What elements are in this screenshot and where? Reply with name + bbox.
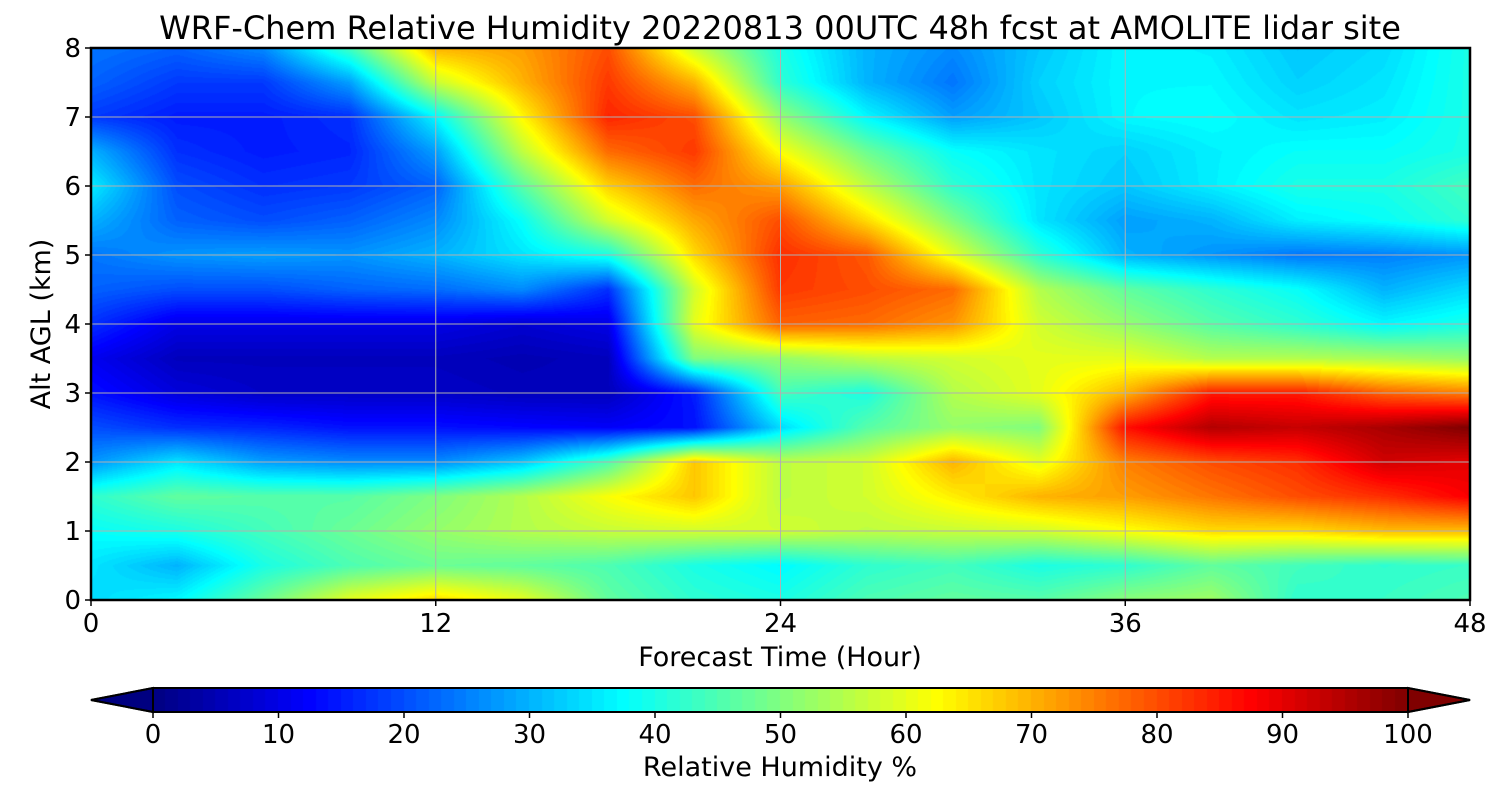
- chart-title: WRF-Chem Relative Humidity 20220813 00UT…: [159, 9, 1401, 47]
- y-tick-label: 2: [64, 448, 81, 478]
- x-tick-label: 48: [1453, 609, 1486, 639]
- colorbar-extend-low: [90, 686, 154, 714]
- colorbar-tick-label: 20: [387, 720, 420, 750]
- y-tick-label: 6: [64, 172, 81, 202]
- y-tick-label: 1: [64, 517, 81, 547]
- colorbar-tick-label: 70: [1015, 720, 1048, 750]
- grid-lines: [91, 48, 1470, 600]
- x-tick-label: 0: [83, 609, 100, 639]
- colorbar-tick-label: 80: [1140, 720, 1173, 750]
- y-tick-label: 5: [64, 241, 81, 271]
- colorbar-gradient: [153, 688, 1408, 712]
- x-tick-label: 24: [764, 609, 797, 639]
- colorbar-tick-label: 0: [145, 720, 162, 750]
- y-tick-label: 7: [64, 103, 81, 133]
- colorbar-tick-label: 60: [889, 720, 922, 750]
- y-tick-label: 3: [64, 379, 81, 409]
- y-tick-label: 4: [64, 310, 81, 340]
- y-tick-label: 0: [64, 586, 81, 616]
- colorbar-tick-label: 100: [1383, 720, 1433, 750]
- colorbar-extend-high: [1407, 686, 1471, 714]
- x-tick-label: 12: [419, 609, 452, 639]
- colorbar-tick-label: 50: [764, 720, 797, 750]
- x-axis-label: Forecast Time (Hour): [638, 642, 922, 673]
- colorbar-ticks: 0 10 20 30 40 50 60 70 80 90 100: [145, 712, 1433, 750]
- colorbar-label: Relative Humidity %: [643, 752, 917, 783]
- x-tick-label: 36: [1109, 609, 1142, 639]
- colorbar-tick-label: 90: [1266, 720, 1299, 750]
- colorbar-tick-label: 30: [513, 720, 546, 750]
- y-tick-label: 8: [64, 34, 81, 64]
- colorbar-tick-label: 40: [638, 720, 671, 750]
- colorbar-tick-label: 10: [262, 720, 295, 750]
- y-axis-ticks: 0 1 2 3 4 5 6 7 8: [64, 34, 91, 616]
- colorbar: 0 10 20 30 40 50 60 70 80 90 100 Relative Humidity…: [90, 686, 1471, 783]
- y-axis-label: Alt AGL (km): [26, 239, 57, 410]
- x-axis-ticks: 0 12 24 36 48: [83, 600, 1487, 639]
